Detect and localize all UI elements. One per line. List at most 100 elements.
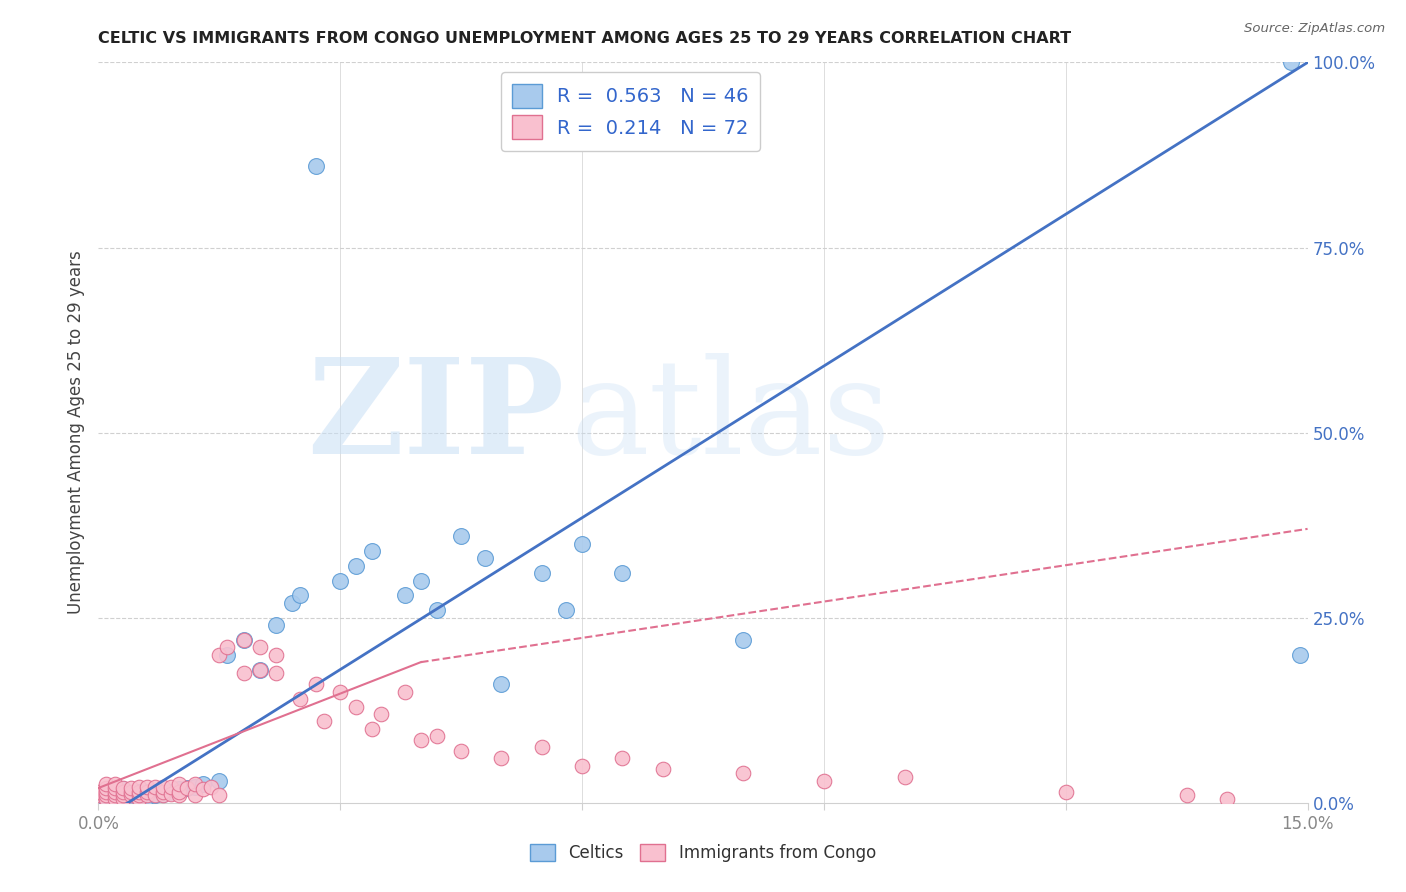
- Point: [152, 785, 174, 799]
- Point: [329, 685, 352, 699]
- Point: [1281, 55, 1303, 70]
- Point: [264, 648, 287, 662]
- Point: [264, 666, 287, 681]
- Point: [103, 789, 125, 803]
- Point: [128, 791, 150, 805]
- Point: [249, 663, 271, 677]
- Point: [232, 632, 254, 647]
- Point: [167, 789, 190, 803]
- Point: [491, 677, 513, 691]
- Point: [184, 780, 207, 794]
- Point: [111, 789, 134, 803]
- Point: [103, 780, 125, 795]
- Text: CELTIC VS IMMIGRANTS FROM CONGO UNEMPLOYMENT AMONG AGES 25 TO 29 YEARS CORRELATI: CELTIC VS IMMIGRANTS FROM CONGO UNEMPLOY…: [98, 31, 1071, 46]
- Text: atlas: atlas: [569, 353, 890, 483]
- Point: [314, 714, 336, 729]
- Point: [450, 529, 472, 543]
- Point: [103, 792, 125, 806]
- Y-axis label: Unemployment Among Ages 25 to 29 years: Unemployment Among Ages 25 to 29 years: [66, 251, 84, 615]
- Point: [1216, 792, 1239, 806]
- Point: [111, 785, 134, 799]
- Point: [128, 792, 150, 806]
- Point: [103, 789, 125, 804]
- Point: [135, 780, 157, 794]
- Point: [167, 782, 190, 797]
- Point: [128, 785, 150, 799]
- Point: [120, 787, 142, 801]
- Point: [208, 773, 231, 788]
- Point: [160, 780, 183, 794]
- Point: [370, 706, 392, 721]
- Point: [143, 789, 166, 803]
- Point: [344, 699, 367, 714]
- Point: [217, 640, 239, 655]
- Point: [305, 677, 328, 691]
- Point: [305, 159, 328, 173]
- Point: [394, 685, 416, 699]
- Text: Source: ZipAtlas.com: Source: ZipAtlas.com: [1244, 22, 1385, 36]
- Point: [111, 792, 134, 806]
- Point: [96, 792, 118, 806]
- Point: [193, 782, 215, 797]
- Point: [96, 777, 118, 791]
- Point: [103, 785, 125, 799]
- Point: [135, 785, 157, 799]
- Point: [361, 722, 384, 736]
- Point: [111, 782, 134, 797]
- Point: [152, 780, 174, 794]
- Point: [167, 777, 190, 791]
- Point: [103, 792, 125, 806]
- Point: [111, 780, 134, 795]
- Point: [1175, 789, 1198, 803]
- Point: [281, 596, 304, 610]
- Point: [143, 780, 166, 794]
- Point: [813, 773, 835, 788]
- Point: [120, 789, 142, 803]
- Point: [394, 589, 416, 603]
- Point: [733, 632, 755, 647]
- Point: [103, 787, 125, 801]
- Point: [96, 780, 118, 795]
- Point: [176, 780, 198, 795]
- Point: [344, 558, 367, 573]
- Point: [128, 789, 150, 803]
- Point: [135, 789, 157, 804]
- Point: [96, 785, 118, 799]
- Point: [893, 770, 915, 784]
- Point: [96, 792, 118, 806]
- Point: [612, 751, 634, 765]
- Point: [409, 574, 432, 588]
- Point: [530, 566, 553, 581]
- Point: [152, 789, 174, 803]
- Point: [96, 785, 118, 799]
- Point: [733, 766, 755, 780]
- Point: [571, 758, 593, 772]
- Point: [184, 789, 207, 803]
- Point: [111, 789, 134, 803]
- Point: [1054, 785, 1077, 799]
- Point: [135, 789, 157, 803]
- Point: [450, 744, 472, 758]
- Point: [87, 785, 110, 799]
- Point: [167, 785, 190, 799]
- Point: [249, 640, 271, 655]
- Point: [232, 666, 254, 681]
- Text: ZIP: ZIP: [307, 353, 564, 483]
- Point: [491, 751, 513, 765]
- Point: [474, 551, 496, 566]
- Point: [176, 780, 198, 795]
- Point: [87, 789, 110, 803]
- Point: [111, 792, 134, 806]
- Point: [426, 729, 449, 743]
- Point: [135, 785, 157, 799]
- Point: [152, 787, 174, 801]
- Point: [612, 566, 634, 581]
- Point: [160, 785, 183, 799]
- Point: [96, 789, 118, 803]
- Point: [193, 777, 215, 791]
- Point: [120, 780, 142, 795]
- Point: [571, 536, 593, 550]
- Point: [530, 740, 553, 755]
- Point: [120, 792, 142, 806]
- Point: [651, 763, 673, 777]
